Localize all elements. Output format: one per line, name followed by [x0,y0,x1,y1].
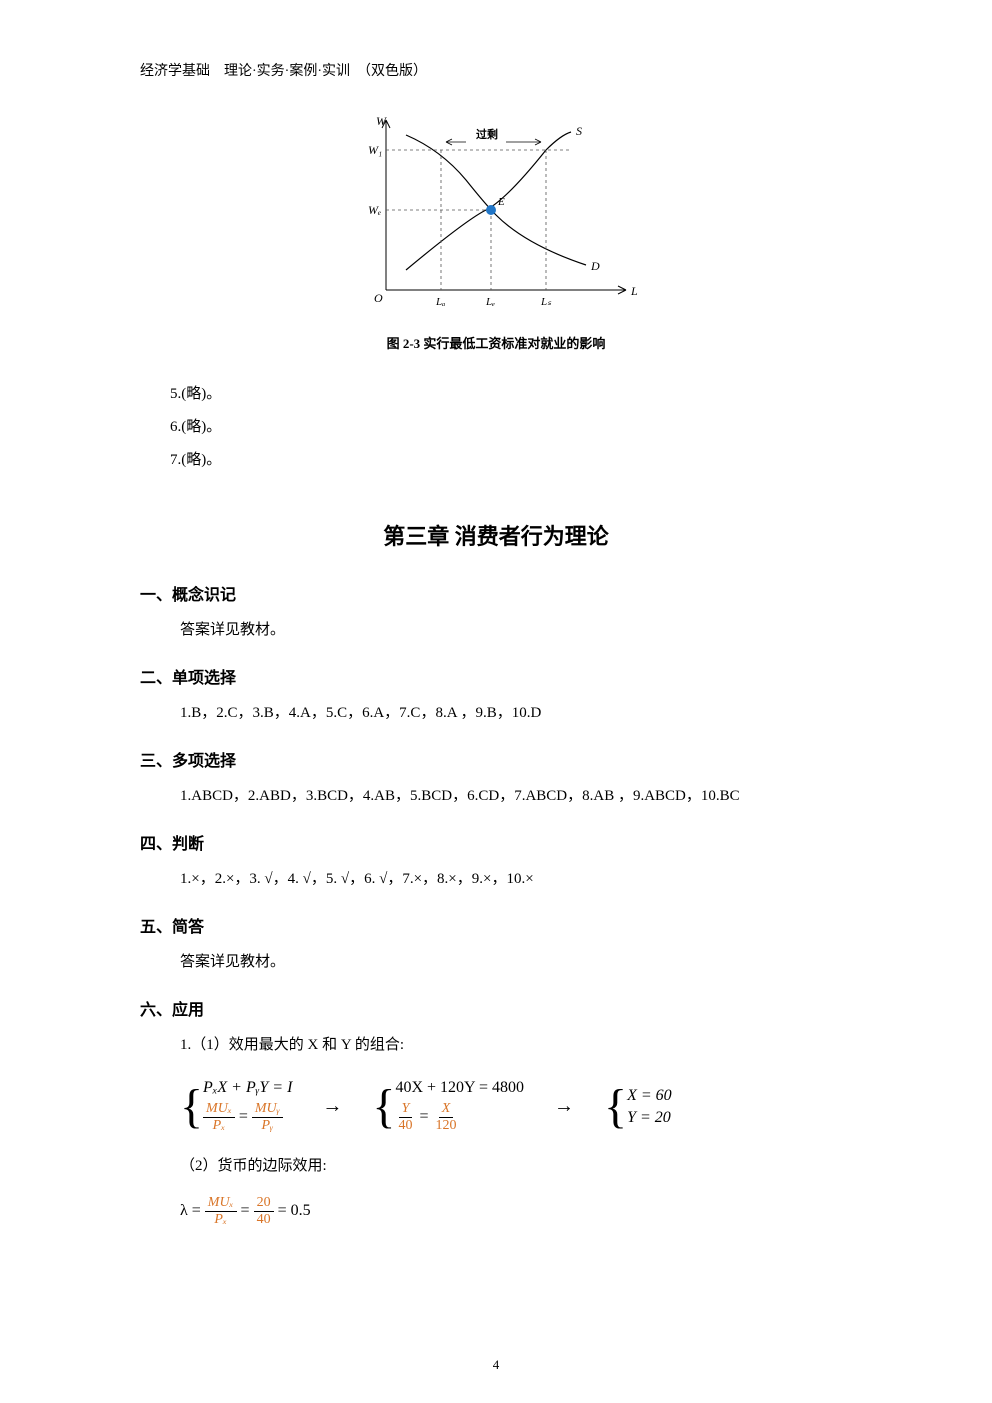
ld-tick: Lₐ [435,296,445,308]
ls-tick: Lₛ [540,296,552,308]
section-6-q1: 1.（1）效用最大的 X 和 Y 的组合: [180,1032,852,1059]
section-1-heading: 一、概念识记 [140,581,852,605]
eq2-line1: 40X + 120Y = 4800 [395,1079,524,1097]
we-label: Wₑ [368,203,381,217]
figure-2-3: W L O S D E W₁ Wₑ 过剩 Lₐ Lₑ Lₛ 图 2-3 实行最低… [140,110,852,352]
supply-label: S [576,124,582,138]
chapter-title: 第三章 消费者行为理论 [140,519,852,551]
section-4-heading: 四、判断 [140,830,852,854]
page-number: 4 [0,1357,992,1373]
w1-label: W₁ [368,143,382,157]
arrow-icon: → [322,1095,342,1118]
surplus-label: 过剩 [476,127,498,141]
section-4-body: 1.×，2.×，3. √，4. √，5. √，6. √，7.×，8.×，9.×，… [180,866,852,893]
math-equation-1: { PₓX + PᵧY = I MUₓPₓ = MUᵧPᵧ → { 40X + … [180,1079,852,1134]
math-equation-2: λ = MUₓPₓ = 2040 = 0.5 [180,1195,852,1228]
question-6: 6.(略)。 [140,415,852,436]
question-5: 5.(略)。 [140,382,852,403]
origin-label: O [374,291,383,305]
section-3-body: 1.ABCD，2.ABD，3.BCD，4.AB，5.BCD，6.CD，7.ABC… [180,783,852,810]
section-6-heading: 六、应用 [140,996,852,1020]
eq3-line1: X = 60 [627,1087,672,1105]
arrow-icon: → [554,1095,574,1118]
section-6-q2: （2）货币的边际效用: [180,1154,852,1175]
supply-demand-graph: W L O S D E W₁ Wₑ 过剩 Lₐ Lₑ Lₛ [346,110,646,320]
eq3-line2: Y = 20 [627,1109,672,1127]
section-2-body: 1.B，2.C，3.B，4.A，5.C，6.A，7.C，8.A ，9.B，10.… [180,700,852,727]
eq1-line1: PₓX + PᵧY = I [203,1079,292,1097]
question-7: 7.(略)。 [140,448,852,469]
page-header: 经济学基础 理论·实务·案例·实训 （双色版） [140,60,852,80]
section-5-heading: 五、简答 [140,913,852,937]
section-2-heading: 二、单项选择 [140,664,852,688]
le-tick: Lₑ [485,296,495,308]
section-5-body: 答案详见教材。 [180,949,852,976]
demand-label: D [590,259,600,273]
axis-w-label: W [376,114,387,128]
figure-caption: 图 2-3 实行最低工资标准对就业的影响 [140,333,852,352]
axis-l-label: L [630,284,638,298]
equilibrium-label: E [497,196,505,208]
section-3-heading: 三、多项选择 [140,747,852,771]
section-1-body: 答案详见教材。 [180,617,852,644]
